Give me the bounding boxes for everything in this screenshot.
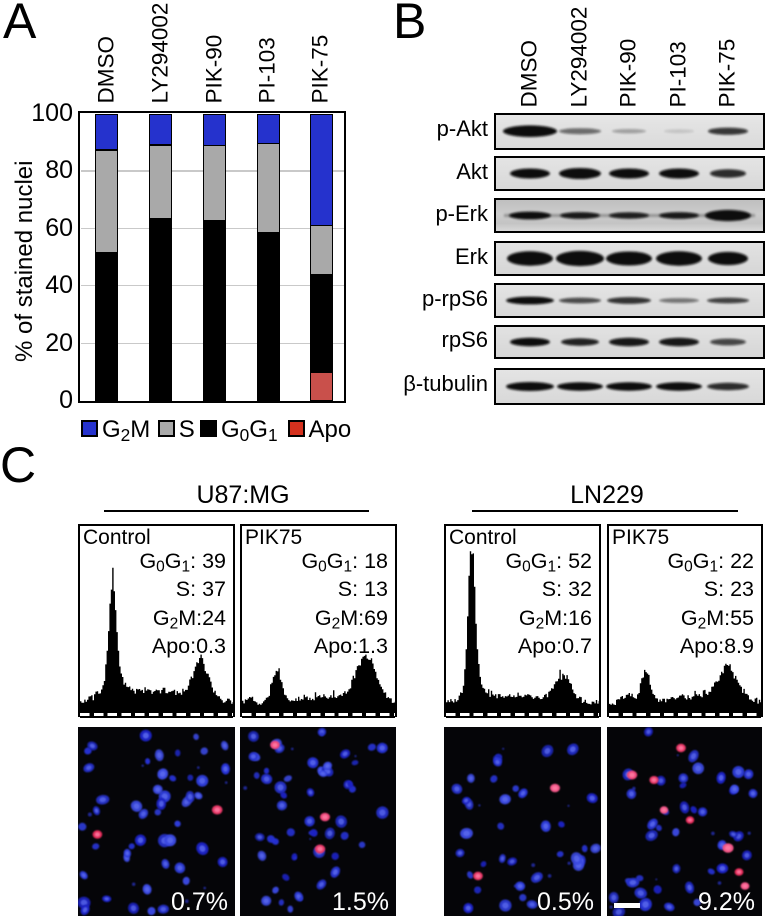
- svg-text:1.5%: 1.5%: [332, 888, 389, 916]
- svg-text:0.5%: 0.5%: [537, 888, 594, 916]
- svg-text:0.7%: 0.7%: [171, 888, 228, 916]
- svg-text:9.2%: 9.2%: [698, 888, 755, 916]
